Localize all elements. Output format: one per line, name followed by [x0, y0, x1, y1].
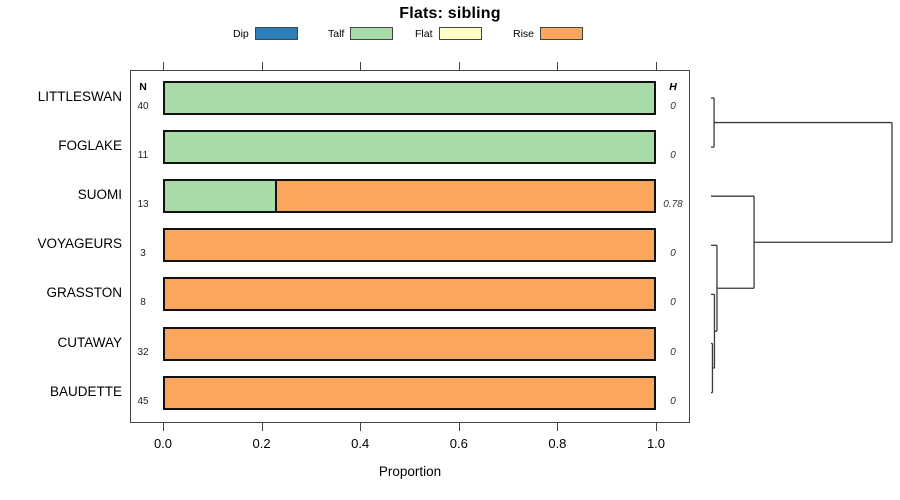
legend-item-flat: Flat [415, 26, 482, 41]
bar-segment-rise [165, 230, 654, 261]
n-value: 45 [137, 395, 149, 407]
h-value: 0 [670, 150, 676, 162]
h-value: 0 [670, 395, 676, 407]
row-label-cutaway: CUTAWAY [57, 334, 123, 350]
bar-segment-talf [165, 83, 654, 113]
legend-item-dip: Dip [233, 26, 298, 41]
h-value: 0 [670, 346, 676, 358]
row-label-suomi: SUOMI [77, 187, 122, 203]
stacked-bar-voyageurs [163, 228, 656, 263]
row-label-foglake: FOGLAKE [58, 138, 122, 154]
chart-title: Flats: sibling [399, 5, 501, 22]
n-value: 3 [140, 248, 146, 260]
row-label-baudette: BAUDETTE [49, 383, 122, 399]
h-column-header: H [669, 81, 677, 93]
n-column-header: N [139, 81, 147, 93]
top-axis-tick [458, 62, 460, 70]
top-axis-tick [163, 62, 164, 70]
bar-segment-rise [165, 328, 654, 359]
x-axis-label: Proportion [378, 464, 442, 479]
stacked-bar-littleswan [163, 81, 656, 115]
legend-swatch-dip [254, 27, 298, 40]
legend-label: Flat [415, 27, 433, 40]
x-tick-label: 1.0 [646, 436, 666, 451]
bar-segment-rise [165, 377, 654, 408]
top-axis-tick [261, 62, 263, 70]
legend-swatch-talf [350, 27, 394, 40]
bar-segment-talf [165, 181, 278, 212]
bar-segment-rise [277, 181, 654, 212]
n-value: 11 [137, 150, 149, 162]
n-value: 13 [137, 199, 149, 211]
x-tick-label: 0.8 [548, 436, 567, 451]
h-value: 0 [670, 297, 676, 309]
top-axis-tick [360, 62, 362, 70]
x-tick-label: 0.2 [252, 436, 271, 451]
bar-segment-rise [165, 279, 654, 310]
x-tick-label: 0.6 [449, 436, 468, 451]
legend-label: Talf [328, 27, 345, 40]
row-label-littleswan: LITTLESWAN [37, 89, 122, 104]
bottom-axis-tick [261, 423, 263, 431]
legend-label: Dip [233, 27, 249, 40]
stacked-bar-suomi [163, 179, 656, 214]
legend-swatch-flat [438, 27, 482, 40]
n-value: 32 [137, 346, 149, 358]
bottom-axis-tick [656, 423, 657, 431]
top-axis-tick [656, 62, 657, 70]
bottom-axis-tick [163, 423, 164, 431]
x-tick-label: 0.0 [153, 436, 173, 451]
h-value: 0 [670, 248, 676, 260]
stacked-bar-baudette [163, 375, 656, 410]
legend-label: Rise [513, 27, 535, 40]
h-value: 0.78 [663, 199, 683, 211]
legend-item-rise: Rise [513, 26, 584, 41]
legend-item-talf: Talf [328, 26, 394, 41]
x-tick-label: 0.4 [351, 436, 370, 451]
top-axis-tick [557, 62, 559, 70]
n-value: 8 [140, 297, 146, 309]
bottom-axis-tick [360, 423, 362, 431]
h-value: 0 [670, 101, 676, 112]
stacked-bar-cutaway [163, 326, 656, 361]
bar-segment-talf [165, 132, 654, 163]
row-label-grasston: GRASSTON [46, 285, 122, 301]
stacked-bar-grasston [163, 277, 656, 312]
n-value: 40 [137, 101, 149, 112]
stacked-bar-foglake [163, 130, 656, 165]
row-label-voyageurs: VOYAGEURS [37, 236, 122, 252]
bottom-axis-tick [557, 423, 559, 431]
legend-swatch-rise [540, 27, 584, 40]
bottom-axis-tick [458, 423, 460, 431]
